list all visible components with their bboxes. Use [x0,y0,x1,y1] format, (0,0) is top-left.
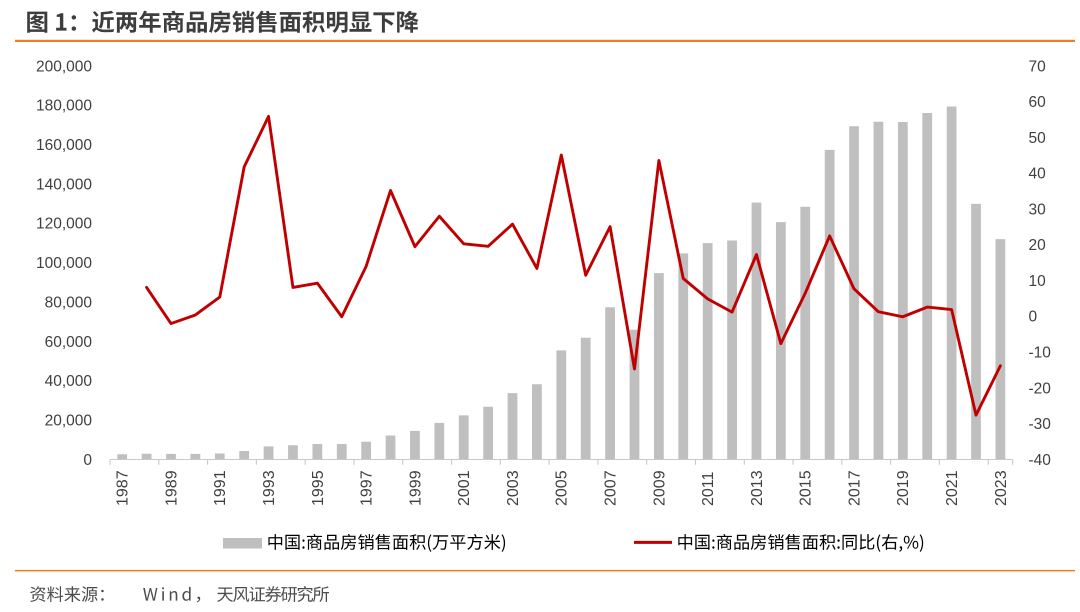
svg-text:1999: 1999 [407,470,424,506]
svg-text:-10: -10 [1029,345,1052,362]
svg-text:2015: 2015 [798,470,815,506]
svg-text:20: 20 [1029,237,1047,254]
svg-text:2013: 2013 [749,470,766,506]
svg-text:-20: -20 [1029,380,1052,397]
svg-text:1987: 1987 [115,470,132,506]
svg-text:1997: 1997 [359,470,376,506]
svg-text:180,000: 180,000 [36,98,92,115]
svg-text:2023: 2023 [993,470,1010,506]
svg-text:200,000: 200,000 [36,58,92,75]
svg-text:-30: -30 [1029,416,1052,433]
svg-text:1993: 1993 [261,470,278,506]
svg-text:140,000: 140,000 [36,176,92,193]
svg-text:1989: 1989 [163,470,180,506]
svg-text:2007: 2007 [602,470,619,506]
svg-text:0: 0 [1029,309,1038,326]
svg-text:2001: 2001 [456,470,473,506]
svg-text:40,000: 40,000 [45,373,93,390]
svg-text:80,000: 80,000 [45,294,93,311]
svg-text:10: 10 [1029,273,1047,290]
svg-text:50: 50 [1029,130,1047,147]
svg-text:160,000: 160,000 [36,137,92,154]
svg-text:2019: 2019 [895,470,912,506]
svg-text:2011: 2011 [700,471,717,506]
svg-text:40: 40 [1029,166,1047,183]
svg-text:2017: 2017 [846,470,863,506]
svg-text:1995: 1995 [310,470,327,506]
svg-text:2005: 2005 [554,470,571,506]
svg-text:2021: 2021 [944,470,961,506]
svg-text:2009: 2009 [651,470,668,506]
svg-text:2003: 2003 [505,470,522,506]
svg-text:-40: -40 [1029,452,1052,469]
svg-text:1991: 1991 [212,470,229,506]
svg-text:70: 70 [1029,58,1047,75]
svg-text:20,000: 20,000 [45,412,93,429]
svg-text:30: 30 [1029,201,1047,218]
svg-text:100,000: 100,000 [36,255,92,272]
svg-text:120,000: 120,000 [36,216,92,233]
svg-text:60,000: 60,000 [45,334,93,351]
svg-text:0: 0 [83,452,92,469]
svg-text:60: 60 [1029,94,1047,111]
